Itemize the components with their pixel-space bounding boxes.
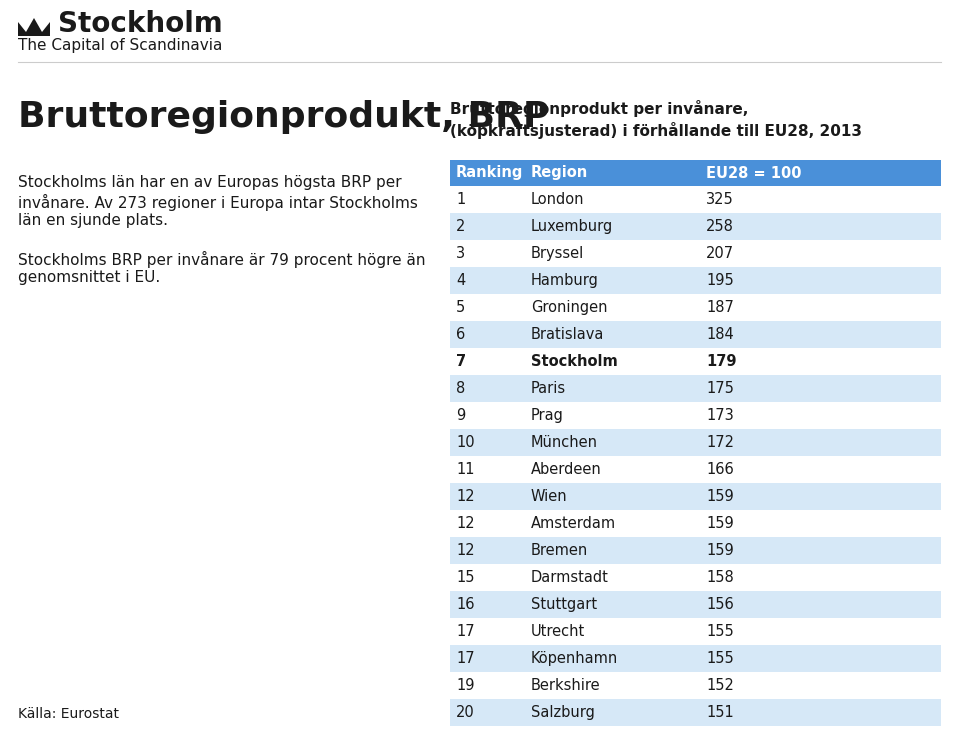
Text: EU28 = 100: EU28 = 100 [706, 165, 802, 181]
Text: Amsterdam: Amsterdam [531, 516, 616, 531]
Text: 16: 16 [456, 597, 475, 612]
Text: 156: 156 [706, 597, 734, 612]
Text: 179: 179 [706, 354, 737, 369]
Text: 12: 12 [456, 489, 475, 504]
Text: Paris: Paris [531, 381, 566, 396]
Text: 20: 20 [456, 705, 475, 720]
Text: 12: 12 [456, 543, 475, 558]
Text: Salzburg: Salzburg [531, 705, 595, 720]
Text: Region: Region [531, 165, 588, 181]
Text: Källa: Eurostat: Källa: Eurostat [18, 707, 119, 721]
Text: 175: 175 [706, 381, 734, 396]
Text: 6: 6 [456, 327, 465, 342]
Bar [450, 456, 941, 483]
Text: Köpenhamn: Köpenhamn [531, 651, 619, 666]
Text: 155: 155 [706, 624, 734, 639]
Bar [450, 348, 941, 375]
Text: 17: 17 [456, 624, 475, 639]
Bar [450, 213, 941, 240]
Text: Stuttgart: Stuttgart [531, 597, 597, 612]
Text: 151: 151 [706, 705, 734, 720]
Bar [450, 510, 941, 537]
Text: 184: 184 [706, 327, 734, 342]
Text: 159: 159 [706, 489, 734, 504]
Bar [450, 672, 941, 699]
Text: 195: 195 [706, 273, 734, 288]
Text: 207: 207 [706, 246, 735, 261]
Text: 173: 173 [706, 408, 734, 423]
Text: Darmstadt: Darmstadt [531, 570, 609, 585]
Text: Luxemburg: Luxemburg [531, 219, 613, 234]
Bar [450, 160, 941, 186]
Text: 325: 325 [706, 192, 734, 207]
Text: Bruttoregionprodukt, BRP: Bruttoregionprodukt, BRP [18, 100, 550, 134]
Text: 166: 166 [706, 462, 734, 477]
Text: 258: 258 [706, 219, 734, 234]
Text: 5: 5 [456, 300, 465, 315]
Bar [450, 240, 941, 267]
Bar [450, 564, 941, 591]
Text: 10: 10 [456, 435, 475, 450]
Bar [450, 618, 941, 645]
Bar [450, 699, 941, 726]
Text: Bryssel: Bryssel [531, 246, 584, 261]
Text: 172: 172 [706, 435, 734, 450]
Polygon shape [18, 18, 50, 36]
Text: Wien: Wien [531, 489, 568, 504]
Text: Stockholm: Stockholm [531, 354, 618, 369]
Text: genomsnittet i EU.: genomsnittet i EU. [18, 270, 160, 285]
Text: 8: 8 [456, 381, 465, 396]
Text: 159: 159 [706, 543, 734, 558]
Text: 1: 1 [456, 192, 465, 207]
Text: Berkshire: Berkshire [531, 678, 600, 693]
Text: Hamburg: Hamburg [531, 273, 598, 288]
Text: 155: 155 [706, 651, 734, 666]
Text: The Capital of Scandinavia: The Capital of Scandinavia [18, 38, 222, 53]
Bar [450, 429, 941, 456]
Text: München: München [531, 435, 598, 450]
Text: Groningen: Groningen [531, 300, 607, 315]
Text: 11: 11 [456, 462, 475, 477]
Text: Aberdeen: Aberdeen [531, 462, 601, 477]
Text: London: London [531, 192, 584, 207]
Text: Ranking: Ranking [456, 165, 524, 181]
Bar [450, 483, 941, 510]
Text: 187: 187 [706, 300, 734, 315]
Bar [450, 375, 941, 402]
Text: (köpkraftsjusterad) i förhållande till EU28, 2013: (köpkraftsjusterad) i förhållande till E… [450, 122, 862, 139]
Text: 12: 12 [456, 516, 475, 531]
Text: Prag: Prag [531, 408, 564, 423]
Text: Bratislava: Bratislava [531, 327, 604, 342]
Text: 3: 3 [456, 246, 465, 261]
Text: 7: 7 [456, 354, 466, 369]
Bar [450, 591, 941, 618]
Bar [450, 537, 941, 564]
Bar [450, 402, 941, 429]
Text: 19: 19 [456, 678, 475, 693]
Text: 15: 15 [456, 570, 475, 585]
Text: Stockholms BRP per invånare är 79 procent högre än: Stockholms BRP per invånare är 79 procen… [18, 251, 426, 268]
Text: Bremen: Bremen [531, 543, 588, 558]
Text: 158: 158 [706, 570, 734, 585]
Text: 4: 4 [456, 273, 465, 288]
Bar [450, 267, 941, 294]
Text: 17: 17 [456, 651, 475, 666]
Text: Stockholm: Stockholm [58, 10, 222, 38]
Text: 2: 2 [456, 219, 465, 234]
Bar [450, 645, 941, 672]
Text: 159: 159 [706, 516, 734, 531]
Bar [450, 321, 941, 348]
Text: Stockholms län har en av Europas högsta BRP per: Stockholms län har en av Europas högsta … [18, 175, 402, 190]
Bar [450, 294, 941, 321]
Text: invånare. Av 273 regioner i Europa intar Stockholms: invånare. Av 273 regioner i Europa intar… [18, 194, 418, 211]
Text: Bruttoregionprodukt per invånare,: Bruttoregionprodukt per invånare, [450, 100, 748, 117]
Text: Utrecht: Utrecht [531, 624, 585, 639]
Text: 152: 152 [706, 678, 734, 693]
Bar [450, 186, 941, 213]
Text: 9: 9 [456, 408, 465, 423]
Text: län en sjunde plats.: län en sjunde plats. [18, 213, 168, 228]
